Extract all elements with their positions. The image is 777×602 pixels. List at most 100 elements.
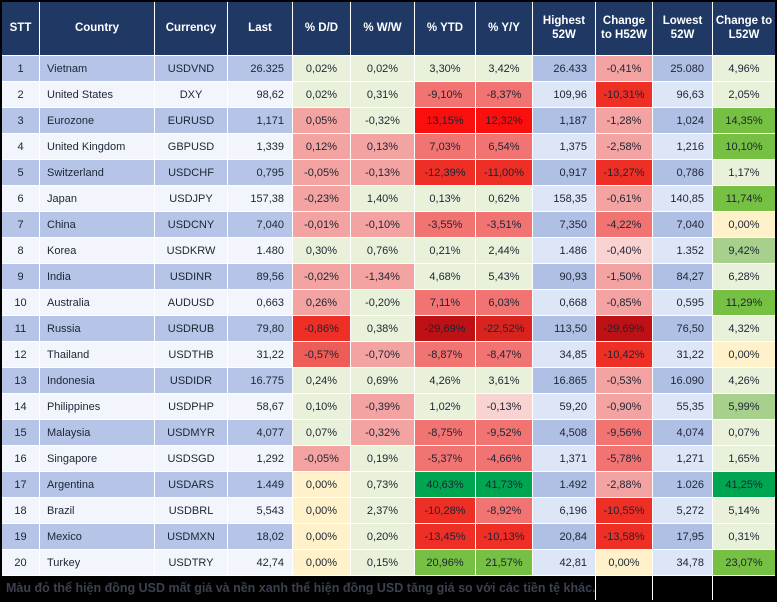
- cell-pct-yy: -8,92%: [476, 498, 532, 523]
- cell-currency: USDIDR: [155, 368, 227, 393]
- cell-pct-dd: 0,07%: [293, 420, 350, 445]
- col-header-high: Highest 52W: [533, 2, 595, 55]
- cell-pct-ytd: -10,28%: [415, 498, 475, 523]
- cell-pct-dd: 0,30%: [293, 238, 350, 263]
- cell-pct-dd: 0,00%: [293, 550, 350, 575]
- cell-change-l52w: 5,99%: [713, 394, 775, 419]
- cell-pct-ytd: 40,63%: [415, 472, 475, 497]
- cell-pct-yy: 12,32%: [476, 108, 532, 133]
- cell-pct-yy: 3,61%: [476, 368, 532, 393]
- cell-change-l52w: 6,28%: [713, 264, 775, 289]
- cell-pct-ytd: 4,26%: [415, 368, 475, 393]
- cell-lowest-52w: 1,271: [653, 446, 712, 471]
- cell-country: Japan: [40, 186, 154, 211]
- cell-pct-ww: -0,39%: [351, 394, 414, 419]
- cell-change-h52w: -0,61%: [596, 186, 652, 211]
- cell-change-h52w: -0,41%: [596, 56, 652, 81]
- cell-pct-yy: -8,47%: [476, 342, 532, 367]
- cell-country: Turkey: [40, 550, 154, 575]
- cell-stt: 8: [2, 238, 39, 263]
- cell-last: 31,22: [228, 342, 292, 367]
- col-header-currency: Currency: [155, 2, 227, 55]
- cell-last: 18,02: [228, 524, 292, 549]
- cell-currency: USDCHF: [155, 160, 227, 185]
- cell-change-l52w: 23,07%: [713, 550, 775, 575]
- cell-lowest-52w: 5,272: [653, 498, 712, 523]
- footer-blank-cell: [653, 576, 712, 600]
- cell-country: Korea: [40, 238, 154, 263]
- col-header-country: Country: [40, 2, 154, 55]
- cell-highest-52w: 59,20: [533, 394, 595, 419]
- cell-pct-dd: 0,05%: [293, 108, 350, 133]
- cell-country: Argentina: [40, 472, 154, 497]
- col-header-hch: Change to H52W: [596, 2, 652, 55]
- cell-pct-ytd: 0,13%: [415, 186, 475, 211]
- cell-currency: GBPUSD: [155, 134, 227, 159]
- cell-pct-ytd: -12,39%: [415, 160, 475, 185]
- cell-lowest-52w: 7,040: [653, 212, 712, 237]
- cell-lowest-52w: 16.090: [653, 368, 712, 393]
- cell-change-h52w: -2,88%: [596, 472, 652, 497]
- cell-stt: 5: [2, 160, 39, 185]
- cell-highest-52w: 4,508: [533, 420, 595, 445]
- col-header-ytd: % YTD: [415, 2, 475, 55]
- cell-lowest-52w: 4,074: [653, 420, 712, 445]
- cell-change-h52w: -10,42%: [596, 342, 652, 367]
- cell-stt: 3: [2, 108, 39, 133]
- cell-change-h52w: -13,58%: [596, 524, 652, 549]
- cell-pct-ytd: -5,37%: [415, 446, 475, 471]
- cell-pct-ytd: 0,21%: [415, 238, 475, 263]
- cell-pct-yy: -11,00%: [476, 160, 532, 185]
- cell-lowest-52w: 84,27: [653, 264, 712, 289]
- cell-pct-ww: -0,70%: [351, 342, 414, 367]
- cell-last: 7,040: [228, 212, 292, 237]
- cell-change-l52w: 1,65%: [713, 446, 775, 471]
- footer-blank-cell: [713, 576, 775, 600]
- cell-currency: AUDUSD: [155, 290, 227, 315]
- cell-pct-ww: 0,13%: [351, 134, 414, 159]
- cell-currency: USDVND: [155, 56, 227, 81]
- cell-pct-dd: -0,01%: [293, 212, 350, 237]
- cell-pct-ww: 0,31%: [351, 82, 414, 107]
- cell-change-h52w: -0,85%: [596, 290, 652, 315]
- cell-pct-ww: 0,38%: [351, 316, 414, 341]
- cell-pct-ww: 1,40%: [351, 186, 414, 211]
- cell-highest-52w: 7,350: [533, 212, 595, 237]
- cell-stt: 1: [2, 56, 39, 81]
- cell-pct-dd: -0,05%: [293, 446, 350, 471]
- cell-highest-52w: 1,187: [533, 108, 595, 133]
- cell-pct-dd: 0,00%: [293, 524, 350, 549]
- cell-last: 16.775: [228, 368, 292, 393]
- cell-last: 1.449: [228, 472, 292, 497]
- cell-pct-ytd: -3,55%: [415, 212, 475, 237]
- cell-stt: 4: [2, 134, 39, 159]
- cell-change-l52w: 1,17%: [713, 160, 775, 185]
- cell-country: Indonesia: [40, 368, 154, 393]
- cell-change-l52w: 41,25%: [713, 472, 775, 497]
- cell-country: United States: [40, 82, 154, 107]
- cell-last: 4,077: [228, 420, 292, 445]
- cell-country: Australia: [40, 290, 154, 315]
- cell-lowest-52w: 96,63: [653, 82, 712, 107]
- cell-currency: USDARS: [155, 472, 227, 497]
- cell-pct-ww: -0,32%: [351, 420, 414, 445]
- cell-pct-dd: 0,00%: [293, 498, 350, 523]
- cell-stt: 2: [2, 82, 39, 107]
- cell-pct-ww: -0,32%: [351, 108, 414, 133]
- cell-lowest-52w: 17,95: [653, 524, 712, 549]
- cell-pct-yy: 21,57%: [476, 550, 532, 575]
- cell-stt: 12: [2, 342, 39, 367]
- cell-highest-52w: 90,93: [533, 264, 595, 289]
- col-header-dd: % D/D: [293, 2, 350, 55]
- cell-currency: EURUSD: [155, 108, 227, 133]
- cell-highest-52w: 20,84: [533, 524, 595, 549]
- cell-last: 58,67: [228, 394, 292, 419]
- cell-country: Eurozone: [40, 108, 154, 133]
- cell-last: 42,74: [228, 550, 292, 575]
- cell-pct-yy: 6,03%: [476, 290, 532, 315]
- col-header-stt: STT: [2, 2, 39, 55]
- cell-highest-52w: 1.492: [533, 472, 595, 497]
- cell-currency: USDMXN: [155, 524, 227, 549]
- cell-lowest-52w: 0,595: [653, 290, 712, 315]
